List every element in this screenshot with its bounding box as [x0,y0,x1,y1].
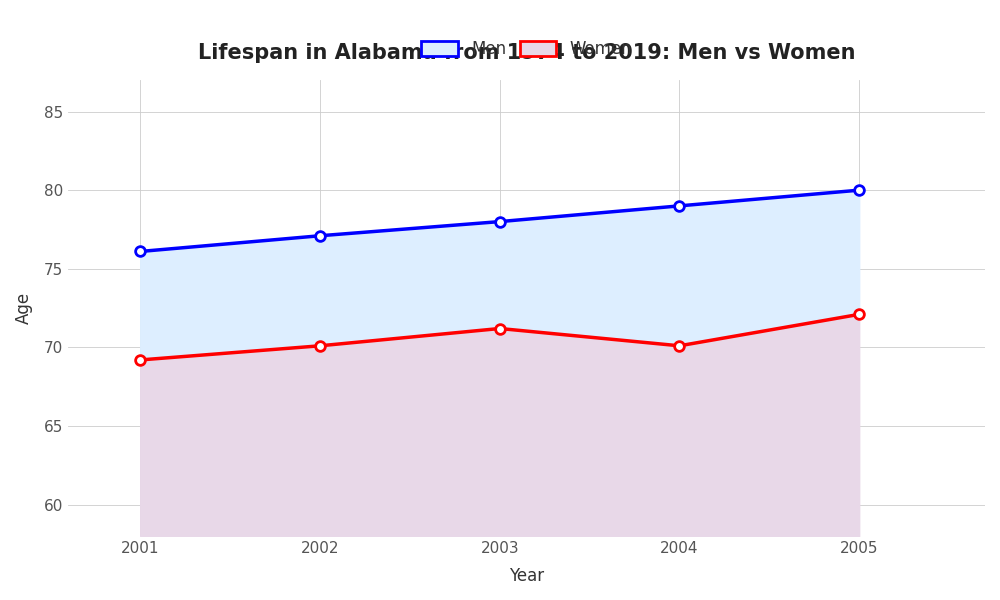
Title: Lifespan in Alabama from 1974 to 2019: Men vs Women: Lifespan in Alabama from 1974 to 2019: M… [198,43,855,63]
Y-axis label: Age: Age [15,292,33,324]
Legend: Men, Women: Men, Women [414,34,639,65]
X-axis label: Year: Year [509,567,544,585]
